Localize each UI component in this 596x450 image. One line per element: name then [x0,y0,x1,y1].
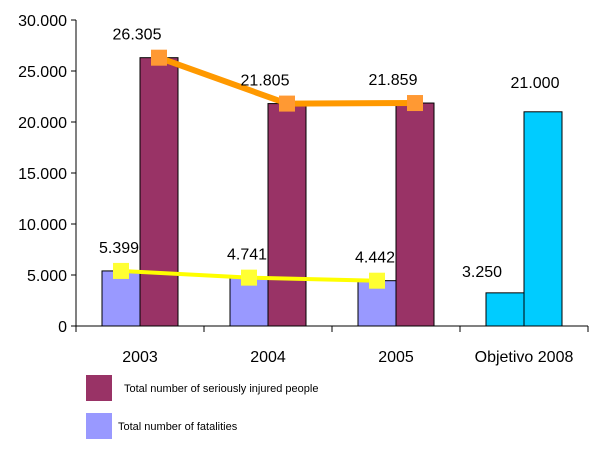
y-tick-label: 0 [58,319,67,336]
data-label-seriously-injured: 21.805 [241,73,290,90]
bar-seriously-injured [139,57,179,327]
trend-marker-injured [151,49,167,66]
data-label-fatalities: 3.250 [462,264,502,281]
y-tick-label: 30.000 [18,13,67,30]
y-tick-label: 5.000 [27,268,67,285]
y-tick-label: 10.000 [18,217,67,234]
trend-marker-fatalities [369,272,385,289]
legend-label: Total number of seriously injured people [124,383,318,395]
legend-swatch [86,413,112,439]
data-label-seriously-injured: 26.305 [113,27,162,44]
data-label-fatalities: 4.741 [227,247,267,264]
y-tick-label: 15.000 [18,166,67,183]
x-tick-label: 2003 [122,349,158,366]
bars [101,57,563,327]
legend: Total number of seriously injured people… [86,375,318,439]
x-tick-label: Objetivo 2008 [475,349,574,366]
x-tick-label: 2005 [378,349,414,366]
bar-seriously-injured [395,102,435,327]
legend-swatch [86,375,112,401]
legend-label: Total number of fatalities [118,421,238,433]
y-tick-label: 25.000 [18,64,67,81]
data-label-fatalities: 4.442 [355,250,395,267]
trend-marker-injured [279,95,295,112]
bar-fatalities [101,270,141,327]
data-label-seriously-injured: 21.859 [369,72,418,89]
axes: 0 5.000 10.000 15.000 20.000 25.000 30.000 2003… [18,13,589,366]
trend-marker-fatalities [113,262,129,279]
bar-seriously-injured [267,103,307,327]
y-tick-label: 20.000 [18,115,67,132]
trend-marker-injured [407,95,423,112]
data-label-fatalities: 5.399 [99,240,139,257]
trend-lines [113,49,423,289]
bar-seriously-injured [523,111,563,327]
x-tick-label: 2004 [250,349,286,366]
trend-marker-fatalities [241,269,257,286]
data-labels: 5.399 26.305 4.741 21.805 4.442 21.859 3.250 21… [99,27,560,281]
bar-fatalities [485,292,525,327]
data-label-seriously-injured: 21.000 [511,75,560,92]
